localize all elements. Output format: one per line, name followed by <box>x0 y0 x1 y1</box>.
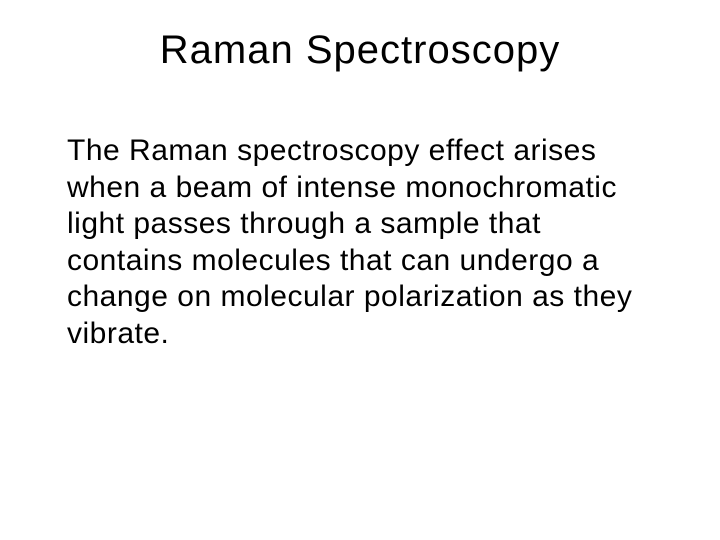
slide: Raman Spectroscopy The Raman spectroscop… <box>0 0 720 540</box>
slide-title: Raman Spectroscopy <box>55 28 665 73</box>
slide-body-text: The Raman spectroscopy effect arises whe… <box>55 133 665 353</box>
